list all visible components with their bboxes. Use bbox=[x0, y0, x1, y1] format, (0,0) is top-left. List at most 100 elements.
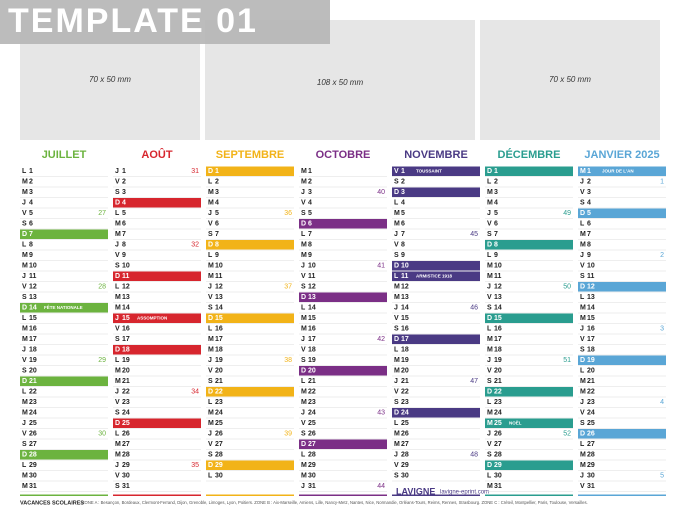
day-letter: M bbox=[22, 252, 28, 259]
day-letter: M bbox=[208, 263, 214, 270]
day-letter: D bbox=[580, 431, 585, 438]
day-letter: L bbox=[301, 305, 306, 312]
day-letter: M bbox=[22, 326, 28, 333]
holiday-name: FÊTE NATIONALE bbox=[44, 303, 83, 310]
day-letter: V bbox=[208, 294, 213, 301]
day-number: 15 bbox=[401, 315, 409, 322]
day-letter: M bbox=[394, 221, 400, 228]
day-letter: S bbox=[301, 284, 306, 291]
day-number: 12 bbox=[587, 284, 595, 291]
day-number: 30 bbox=[494, 473, 502, 480]
day-letter: M bbox=[301, 179, 307, 186]
day-letter: M bbox=[394, 210, 400, 217]
day-number: 26 bbox=[215, 431, 223, 438]
day-letter: J bbox=[115, 462, 119, 469]
footer-title: VACANCES SCOLAIRES bbox=[20, 500, 84, 506]
day-letter: M bbox=[22, 189, 28, 196]
month-title: JANVIER 2025 bbox=[584, 149, 659, 161]
day-number: 20 bbox=[494, 368, 502, 375]
day-letter: L bbox=[115, 210, 120, 217]
highlight-row bbox=[392, 334, 480, 344]
day-letter: D bbox=[301, 294, 306, 301]
highlight-row bbox=[206, 240, 294, 250]
day-letter: J bbox=[22, 200, 26, 207]
day-number: 2 bbox=[122, 179, 126, 186]
day-number: 22 bbox=[401, 389, 409, 396]
week-number: 33 bbox=[191, 315, 199, 322]
day-letter: L bbox=[22, 242, 27, 249]
week-number: 29 bbox=[98, 357, 106, 364]
day-number: 24 bbox=[29, 410, 37, 417]
week-number: 41 bbox=[377, 263, 385, 270]
day-number: 8 bbox=[587, 242, 591, 249]
day-number: 3 bbox=[308, 189, 312, 196]
day-letter: V bbox=[580, 410, 585, 417]
day-number: 27 bbox=[494, 441, 502, 448]
day-letter: V bbox=[301, 347, 306, 354]
day-number: 16 bbox=[494, 326, 502, 333]
day-number: 11 bbox=[122, 273, 130, 280]
day-letter: D bbox=[487, 242, 492, 249]
week-number: 35 bbox=[191, 462, 199, 469]
day-letter: S bbox=[115, 483, 120, 490]
day-number: 26 bbox=[587, 431, 595, 438]
day-letter: J bbox=[487, 357, 491, 364]
week-number: 46 bbox=[470, 305, 478, 312]
highlight-row bbox=[578, 355, 666, 365]
day-number: 25 bbox=[29, 420, 37, 427]
day-letter: S bbox=[115, 263, 120, 270]
day-letter: J bbox=[115, 242, 119, 249]
day-number: 3 bbox=[587, 189, 591, 196]
week-number: 30 bbox=[98, 431, 106, 438]
day-letter: V bbox=[22, 210, 27, 217]
week-number: 3 bbox=[660, 326, 664, 333]
day-number: 23 bbox=[29, 399, 37, 406]
day-number: 11 bbox=[401, 273, 409, 280]
day-number: 29 bbox=[308, 462, 316, 469]
day-number: 3 bbox=[401, 189, 405, 196]
day-number: 12 bbox=[401, 284, 409, 291]
day-number: 20 bbox=[29, 368, 37, 375]
day-number: 4 bbox=[29, 200, 33, 207]
day-letter: M bbox=[115, 452, 121, 459]
day-number: 5 bbox=[587, 210, 591, 217]
day-number: 11 bbox=[494, 273, 502, 280]
week-number: 27 bbox=[98, 210, 106, 217]
banner bbox=[0, 0, 330, 44]
day-letter: M bbox=[487, 273, 493, 280]
day-number: 13 bbox=[29, 294, 37, 301]
day-number: 29 bbox=[122, 462, 130, 469]
day-letter: D bbox=[301, 221, 306, 228]
day-number: 10 bbox=[401, 263, 409, 270]
day-number: 17 bbox=[494, 336, 502, 343]
highlight-row bbox=[392, 166, 480, 176]
day-letter: M bbox=[394, 368, 400, 375]
day-letter: S bbox=[487, 231, 492, 238]
week-number: 47 bbox=[470, 378, 478, 385]
day-number: 22 bbox=[494, 389, 502, 396]
day-number: 12 bbox=[122, 284, 130, 291]
day-letter: M bbox=[208, 347, 214, 354]
day-number: 18 bbox=[308, 347, 316, 354]
day-letter: M bbox=[580, 452, 586, 459]
day-number: 11 bbox=[308, 273, 316, 280]
day-letter: V bbox=[487, 294, 492, 301]
highlight-row bbox=[485, 460, 573, 470]
day-letter: S bbox=[301, 210, 306, 217]
day-number: 18 bbox=[587, 347, 595, 354]
day-number: 14 bbox=[401, 305, 409, 312]
day-letter: S bbox=[487, 452, 492, 459]
day-number: 11 bbox=[587, 273, 595, 280]
day-letter: L bbox=[394, 420, 399, 427]
day-letter: D bbox=[394, 336, 399, 343]
day-number: 6 bbox=[215, 221, 219, 228]
day-letter: M bbox=[487, 347, 493, 354]
logo-brand: LAVIGNE bbox=[396, 486, 435, 496]
day-letter: M bbox=[394, 294, 400, 301]
day-number: 6 bbox=[122, 221, 126, 228]
day-letter: M bbox=[487, 410, 493, 417]
day-number: 2 bbox=[587, 179, 591, 186]
day-letter: M bbox=[580, 389, 586, 396]
day-number: 21 bbox=[587, 378, 595, 385]
week-number: 5 bbox=[660, 473, 664, 480]
